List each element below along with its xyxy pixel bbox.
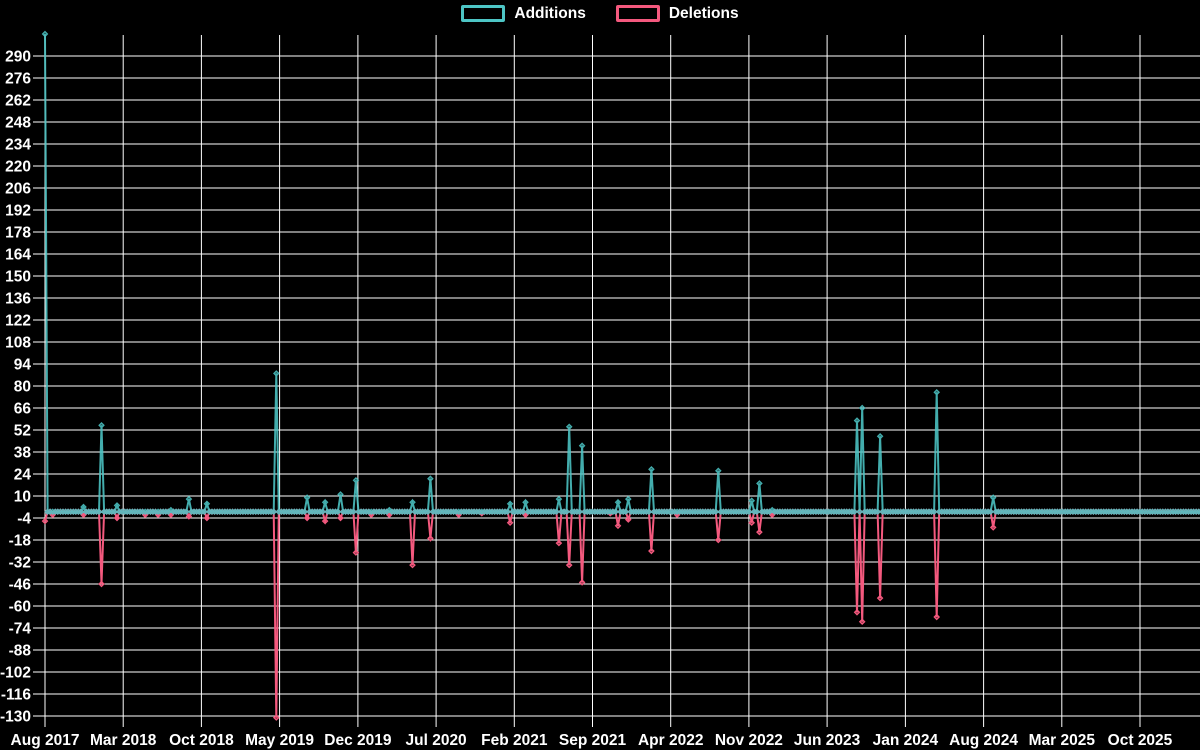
legend-item-additions[interactable]: Additions (461, 4, 586, 22)
x-tick-label: Sep 2021 (559, 732, 627, 749)
y-tick-label: 206 (5, 181, 31, 198)
axis-labels: Aug 2017 Mar 2018 Oct 2018 May 2019 Dec 2019… (0, 49, 1173, 750)
x-tick-label: Mar 2025 (1029, 732, 1096, 749)
y-tick-label: 234 (5, 137, 31, 154)
y-tick-label: -116 (1, 687, 32, 704)
legend-label-additions: Additions (514, 4, 586, 22)
deletions-point-markers (41, 508, 1200, 721)
y-tick-label: 276 (5, 71, 31, 88)
y-tick-label: 136 (5, 291, 31, 308)
chart-legend: Additions Deletions (0, 5, 1200, 22)
y-tick-label: 248 (5, 115, 31, 132)
x-tick-label: May 2019 (245, 732, 314, 749)
y-tick-label: 290 (5, 49, 31, 66)
x-tick-label: Mar 2018 (90, 732, 157, 749)
y-tick-label: 10 (14, 489, 31, 506)
y-tick-label: -32 (9, 555, 31, 572)
y-tick-label: 52 (14, 423, 31, 440)
y-tick-label: -88 (9, 643, 32, 660)
y-tick-label: -130 (0, 709, 31, 726)
gridlines (33, 35, 1200, 727)
x-tick-label: Aug 2017 (11, 732, 80, 749)
y-tick-label: 192 (5, 203, 31, 220)
x-tick-label: Jan 2024 (873, 732, 939, 749)
x-tick-label: Oct 2018 (169, 732, 234, 749)
x-tick-label: Jul 2020 (406, 732, 467, 749)
y-tick-label: -46 (9, 577, 32, 594)
x-tick-label: Dec 2019 (324, 732, 392, 749)
x-tick-label: Feb 2021 (481, 732, 548, 749)
deletions-line (44, 510, 1200, 718)
y-tick-label: 108 (5, 335, 31, 352)
additions-point-markers (41, 30, 1200, 516)
y-tick-label: 94 (14, 357, 32, 374)
y-tick-label: 150 (5, 269, 31, 286)
y-tick-label: 122 (5, 313, 31, 330)
additions-series (41, 30, 1200, 516)
y-tick-label: -60 (9, 599, 31, 616)
y-tick-label: 80 (14, 379, 31, 396)
legend-label-deletions: Deletions (668, 4, 739, 22)
x-tick-label: Nov 2022 (715, 732, 783, 749)
y-tick-label: -102 (0, 665, 31, 682)
y-tick-label: 220 (5, 159, 31, 176)
legend-item-deletions[interactable]: Deletions (615, 4, 739, 22)
y-tick-label: 24 (14, 467, 32, 484)
x-tick-label: Jun 2023 (794, 732, 861, 749)
additions-swatch-icon (461, 5, 506, 22)
y-tick-label: -74 (9, 621, 32, 638)
y-tick-label: 66 (14, 401, 32, 418)
x-tick-label: Oct 2025 (1108, 732, 1173, 749)
y-tick-label: 38 (14, 445, 32, 462)
x-tick-label: Aug 2024 (949, 732, 1018, 749)
y-tick-label: 178 (5, 225, 31, 242)
y-tick-label: 262 (5, 93, 31, 110)
y-tick-label: -4 (17, 511, 31, 528)
additions-line (44, 33, 1200, 513)
y-tick-label: 164 (5, 247, 31, 264)
y-tick-label: -18 (9, 533, 32, 550)
deletions-series (41, 508, 1200, 721)
deletions-swatch-icon (615, 5, 660, 22)
x-tick-label: Apr 2022 (638, 732, 703, 749)
